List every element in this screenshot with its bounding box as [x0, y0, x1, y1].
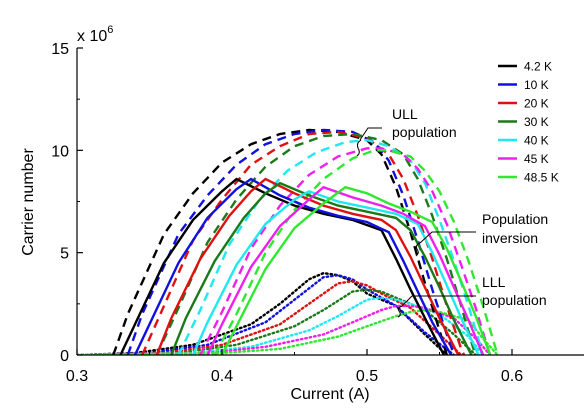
- x-tick-label: 0.5: [356, 368, 378, 385]
- inversion-line-4-2-k: [119, 177, 445, 355]
- series-layer: [77, 128, 499, 355]
- inversion-line-10-k: [133, 177, 453, 355]
- legend-label: 30 K: [524, 115, 549, 129]
- inversion-line-48-5-k: [220, 185, 492, 355]
- x-tick-label: 0.4: [211, 368, 233, 385]
- ull-line-45-k: [199, 147, 492, 355]
- annot-lll-line1: LLL: [482, 274, 506, 290]
- lll-pointer-brace: [397, 305, 403, 318]
- inversion-pointer-line: [419, 231, 476, 244]
- annot-inversion-line1: Population: [482, 211, 548, 227]
- legend-label: 48.5 K: [524, 171, 559, 185]
- inversion-line-20-k: [155, 177, 460, 355]
- legend-label: 45 K: [524, 152, 549, 166]
- lll-line-45-k: [77, 304, 492, 355]
- legend-label: 20 K: [524, 97, 549, 111]
- y-tick-label: 15: [51, 41, 69, 58]
- y-scale-base: x 10: [77, 28, 107, 45]
- ull-pointer-brace: [356, 139, 362, 157]
- y-tick-label: 10: [51, 143, 69, 160]
- y-scale-factor: x 106: [77, 24, 113, 45]
- y-axis-title: Carrier number: [20, 148, 37, 256]
- x-axis-title: Current (A): [290, 386, 369, 403]
- ull-line-4-2-k: [112, 128, 448, 355]
- lll-line-48-5-k: [77, 308, 499, 355]
- lll-line-40-k: [77, 296, 485, 355]
- annot-ull-line2: population: [392, 124, 457, 140]
- ull-pointer-line: [359, 127, 382, 141]
- x-tick-label: 0.6: [501, 368, 523, 385]
- inversion-line-45-k: [206, 185, 485, 355]
- legend-label: 4.2 K: [524, 60, 552, 74]
- inversion-line-40-k: [191, 189, 480, 355]
- annot-lll-line2: population: [482, 292, 547, 308]
- ticks-layer: 0.3 0.4 0.5 0.6 0 5 10 15: [51, 41, 523, 385]
- inversion-pointer-brace: [415, 242, 421, 257]
- annot-ull-line1: ULL: [392, 106, 418, 122]
- legend: 4.2 K 10 K 20 K 30 K 40 K 45 K 48.5 K: [498, 60, 559, 185]
- annotations: ULL population Population inversion LLL …: [356, 106, 548, 318]
- lll-pointer-line: [401, 295, 476, 307]
- y-tick-label: 0: [60, 348, 69, 365]
- legend-label: 10 K: [524, 78, 549, 92]
- annot-inversion-line2: inversion: [482, 230, 538, 246]
- ull-line-48-5-k: [213, 149, 499, 355]
- y-scale-exponent: 6: [107, 24, 113, 36]
- inversion-line-30-k: [170, 181, 473, 355]
- y-tick-label: 5: [60, 246, 69, 263]
- x-tick-label: 0.3: [66, 368, 88, 385]
- legend-label: 40 K: [524, 134, 549, 148]
